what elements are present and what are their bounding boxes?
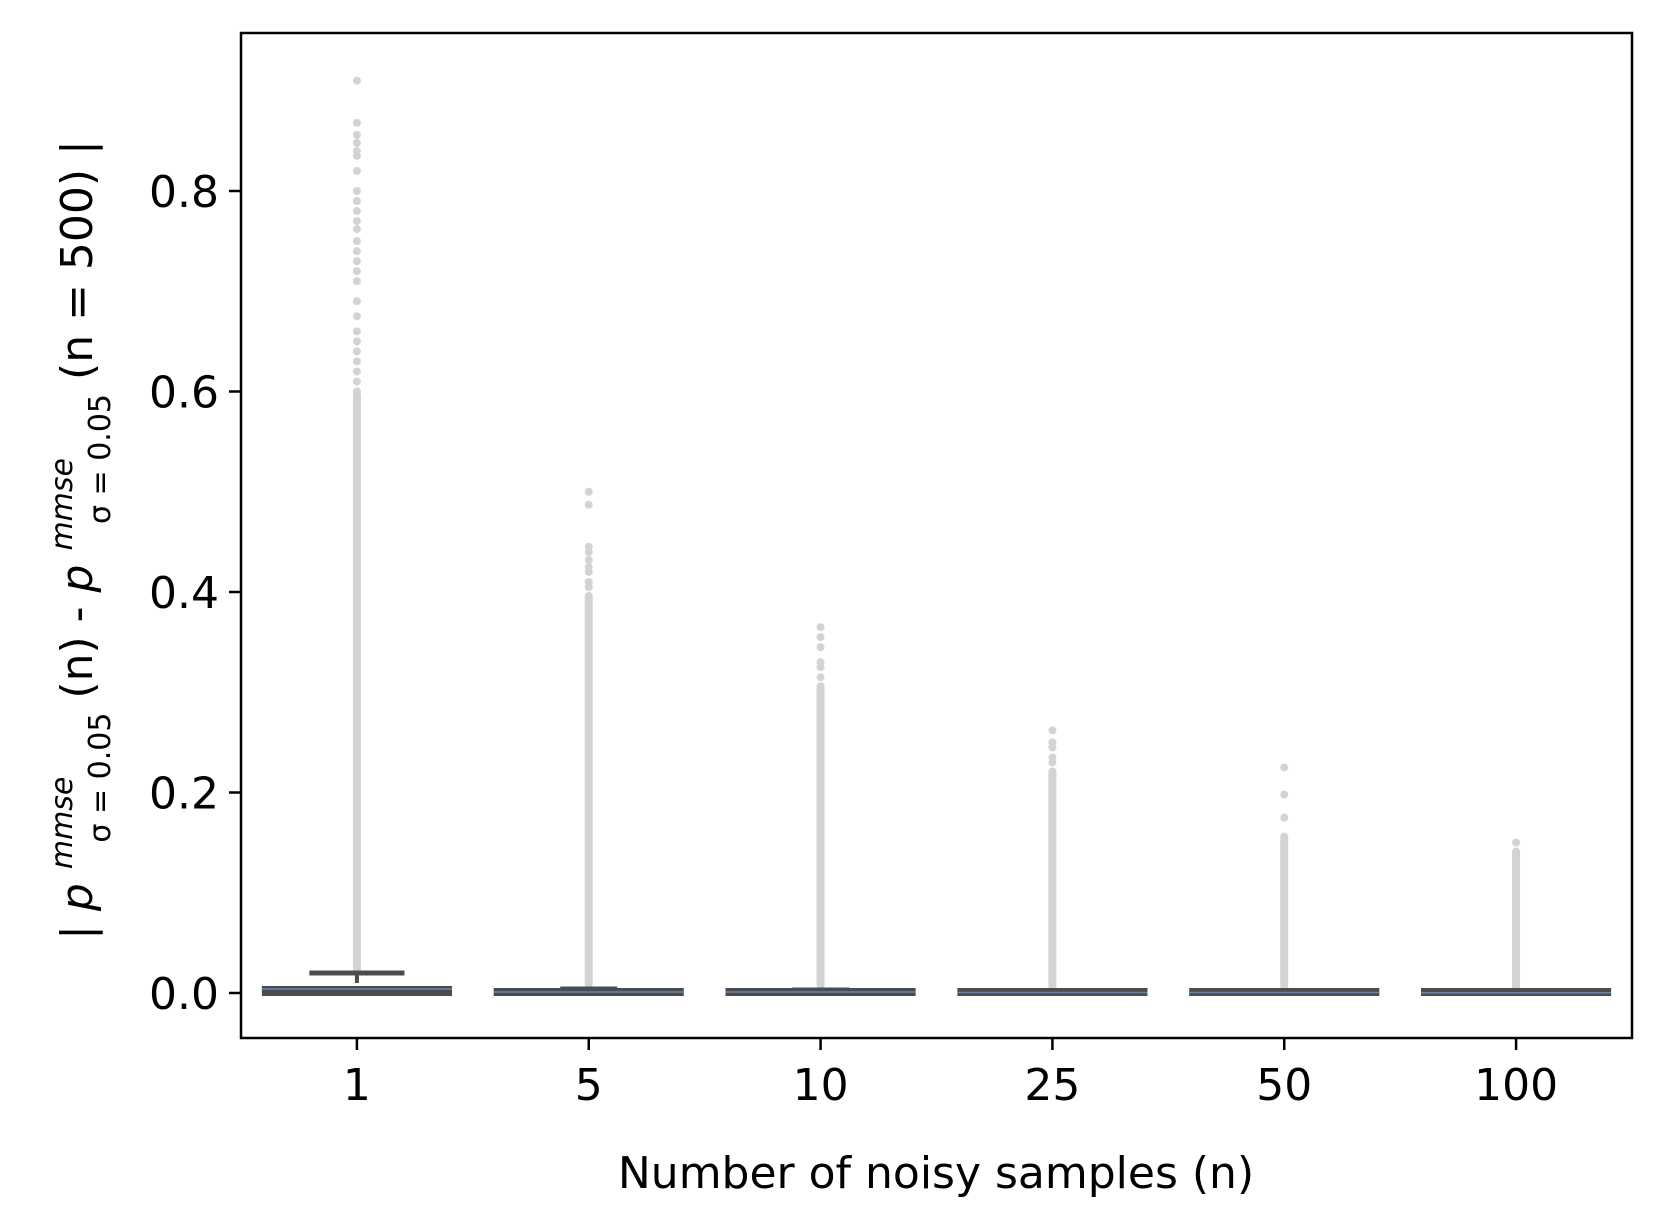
y-axis-ticks: 0.0 0.2 0.4 0.6 0.8 xyxy=(149,167,241,1020)
outlier-point xyxy=(352,367,361,376)
y-tick-label: 0.4 xyxy=(149,568,219,619)
outlier-point xyxy=(352,197,361,206)
x-tick-label: 1 xyxy=(343,1060,371,1111)
outlier-point xyxy=(352,138,361,147)
outlier-point xyxy=(816,663,825,672)
outlier-band xyxy=(352,391,361,973)
y-label-p1: p xyxy=(52,883,103,912)
plot-frame xyxy=(239,31,1634,1040)
outlier-point xyxy=(816,633,825,642)
outlier-point xyxy=(352,337,361,346)
outlier-point xyxy=(1048,743,1057,752)
box-group-5 xyxy=(493,487,684,996)
outlier-point xyxy=(816,673,825,682)
y-tick-label: 0.2 xyxy=(149,769,219,820)
outlier-point xyxy=(352,377,361,386)
outlier-point xyxy=(352,357,361,366)
outlier-point xyxy=(352,237,361,246)
chart-marks xyxy=(261,76,1612,996)
outlier-point xyxy=(352,151,361,160)
y-label-p2-sup: mmse xyxy=(45,458,80,551)
outlier-point xyxy=(584,547,593,556)
outlier-point xyxy=(352,166,361,175)
box-group-1 xyxy=(261,76,452,996)
outlier-point xyxy=(352,327,361,336)
outlier-point xyxy=(352,267,361,276)
outlier-point xyxy=(352,387,361,396)
y-label-p2-sub: σ = 0.05 xyxy=(83,394,118,524)
box-body xyxy=(261,985,452,996)
x-axis-label: Number of noisy samples (n) xyxy=(618,1148,1254,1199)
outlier-point xyxy=(352,217,361,226)
outlier-point xyxy=(1512,838,1521,847)
x-tick-label: 50 xyxy=(1256,1060,1312,1111)
outlier-point xyxy=(352,247,361,256)
outlier-point xyxy=(352,76,361,85)
outlier-band xyxy=(816,682,825,989)
outlier-point xyxy=(352,257,361,266)
x-tick-label: 25 xyxy=(1024,1060,1080,1111)
y-label-p1-sup: mmse xyxy=(45,777,80,870)
outlier-point xyxy=(1280,790,1289,799)
outlier-point xyxy=(352,187,361,195)
x-tick-label: 5 xyxy=(575,1060,603,1111)
outlier-point xyxy=(352,347,361,356)
x-axis-ticks: 1 5 10 25 50 100 xyxy=(343,1038,1558,1111)
y-tick-label: 0.8 xyxy=(149,167,219,218)
outlier-band xyxy=(584,592,593,988)
y-axis-label: | p mmse σ = 0.05 (n) - p mmse σ = 0.05 … xyxy=(32,140,121,940)
outlier-band xyxy=(1280,832,1289,990)
outlier-point xyxy=(1048,758,1057,767)
outlier-point xyxy=(584,567,593,576)
outlier-point xyxy=(352,130,361,139)
outlier-point xyxy=(1280,763,1289,772)
outlier-point xyxy=(352,207,361,216)
outlier-point xyxy=(816,643,825,652)
outlier-point xyxy=(1048,726,1057,735)
outlier-band xyxy=(1512,847,1521,991)
outlier-point xyxy=(584,582,593,591)
outlier-point xyxy=(352,225,361,234)
box-group-10 xyxy=(725,623,916,996)
y-tick-label: 0.6 xyxy=(149,368,219,419)
outlier-point xyxy=(352,297,361,306)
outlier-point xyxy=(584,500,593,509)
outlier-point xyxy=(816,623,825,632)
outlier-point xyxy=(352,277,361,286)
box-group-100 xyxy=(1421,838,1612,996)
outlier-point xyxy=(352,312,361,321)
outlier-point xyxy=(584,555,593,564)
y-tick-label: 0.0 xyxy=(149,969,219,1020)
y-label-p2-arg: (n = 500) | xyxy=(52,140,103,380)
y-label-p2: p xyxy=(52,565,103,594)
y-label-p1-arg: (n) - xyxy=(52,592,103,698)
box-group-25 xyxy=(957,726,1148,996)
outlier-band xyxy=(1048,767,1057,990)
y-label-prefix: | xyxy=(52,911,103,940)
y-label-p1-sub: σ = 0.05 xyxy=(83,713,118,843)
outlier-point xyxy=(584,487,593,496)
outlier-point xyxy=(1280,813,1289,822)
box-group-50 xyxy=(1189,763,1380,996)
outlier-point xyxy=(352,118,361,127)
x-tick-label: 100 xyxy=(1474,1060,1558,1111)
x-tick-label: 10 xyxy=(793,1060,849,1111)
